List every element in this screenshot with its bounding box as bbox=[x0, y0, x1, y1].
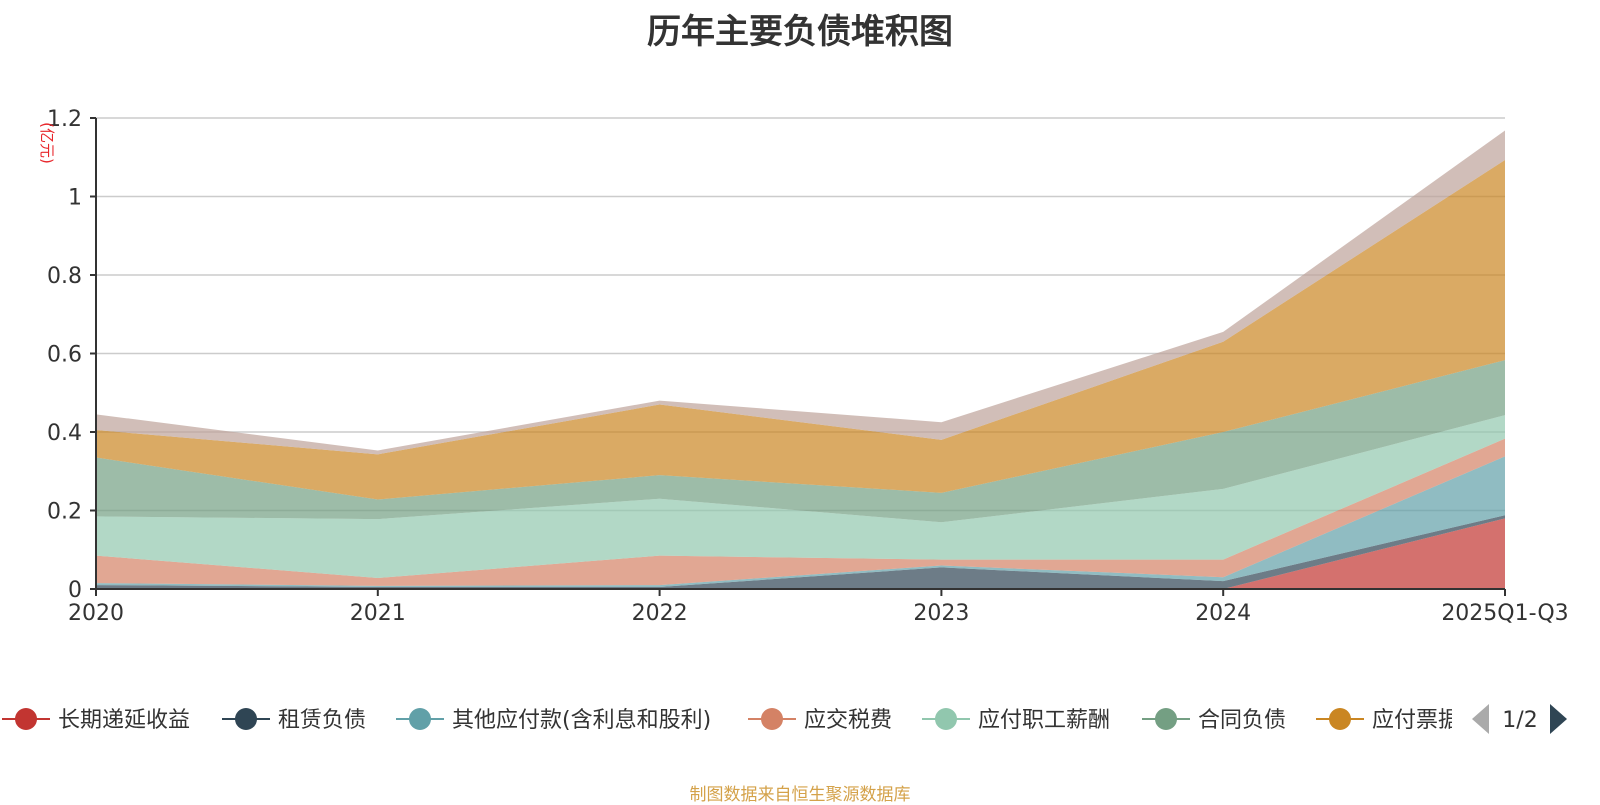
data-source-note: 制图数据来自恒生聚源数据库 bbox=[689, 785, 911, 805]
x-tick-label-2: 2022 bbox=[632, 601, 688, 626]
y-tick-label-1: 0.2 bbox=[47, 500, 82, 525]
legend-item-4[interactable]: 应付职工薪酬 bbox=[922, 708, 1110, 733]
y-tick-label-0: 0 bbox=[68, 578, 82, 603]
x-tick-label-3: 2023 bbox=[913, 601, 969, 626]
legend-marker-5 bbox=[1155, 708, 1177, 730]
legend-marker-6 bbox=[1329, 708, 1351, 730]
legend-label-5: 合同负债 bbox=[1198, 708, 1286, 733]
legend-prev-icon[interactable] bbox=[1472, 704, 1489, 734]
chart-title: 历年主要负债堆积图 bbox=[647, 12, 953, 52]
y-tick-label-5: 1 bbox=[68, 186, 82, 211]
y-axis-unit-label: (亿元) bbox=[38, 122, 56, 164]
stacked-areas bbox=[96, 130, 1505, 589]
legend-marker-3 bbox=[761, 708, 783, 730]
y-tick-label-2: 0.4 bbox=[47, 421, 82, 446]
legend: 长期递延收益 租赁负债 其他应付款(含利息和股利) 应交税费 应付职工薪酬 合同负债 应付票… bbox=[2, 704, 1567, 734]
legend-label-6: 应付票据 bbox=[1372, 708, 1460, 733]
legend-marker-1 bbox=[235, 708, 257, 730]
legend-item-6[interactable]: 应付票据 bbox=[1316, 708, 1460, 733]
legend-label-3: 应交税费 bbox=[804, 708, 892, 733]
x-tick-label-1: 2021 bbox=[350, 601, 406, 626]
legend-marker-4 bbox=[935, 708, 957, 730]
x-tick-label-5: 2025Q1-Q3 bbox=[1441, 601, 1568, 626]
y-tick-label-6: 1.2 bbox=[47, 107, 82, 132]
legend-item-5[interactable]: 合同负债 bbox=[1142, 708, 1286, 733]
legend-items: 长期递延收益 租赁负债 其他应付款(含利息和股利) 应交税费 应付职工薪酬 合同负债 应付票… bbox=[2, 708, 1460, 733]
legend-label-1: 租赁负债 bbox=[278, 708, 366, 733]
legend-label-4: 应付职工薪酬 bbox=[978, 708, 1110, 733]
area-series-6 bbox=[96, 159, 1505, 500]
y-tick-label-4: 0.8 bbox=[47, 264, 82, 289]
axes: 0 0.2 0.4 0.6 0.8 1 1.2 2020 2021 2022 2023 2024 202… bbox=[47, 107, 1569, 626]
area-series-4 bbox=[96, 415, 1505, 579]
legend-item-3[interactable]: 应交税费 bbox=[748, 708, 892, 733]
legend-item-1[interactable]: 租赁负债 bbox=[222, 708, 366, 733]
legend-marker-0 bbox=[15, 708, 37, 730]
legend-next-icon[interactable] bbox=[1550, 704, 1567, 734]
area-series-5 bbox=[96, 360, 1505, 523]
legend-label-2: 其他应付款(含利息和股利) bbox=[452, 708, 711, 733]
area-series-3 bbox=[96, 438, 1505, 586]
x-tick-label-0: 2020 bbox=[68, 601, 124, 626]
legend-label-0: 长期递延收益 bbox=[58, 708, 190, 733]
area-series-0 bbox=[96, 518, 1505, 589]
legend-item-2[interactable]: 其他应付款(含利息和股利) bbox=[396, 708, 711, 733]
legend-page-indicator: 1/2 bbox=[1502, 708, 1537, 733]
x-tick-label-4: 2024 bbox=[1195, 601, 1251, 626]
y-tick-label-3: 0.6 bbox=[47, 343, 82, 368]
legend-marker-2 bbox=[409, 708, 431, 730]
legend-item-0[interactable]: 长期递延收益 bbox=[2, 708, 190, 733]
